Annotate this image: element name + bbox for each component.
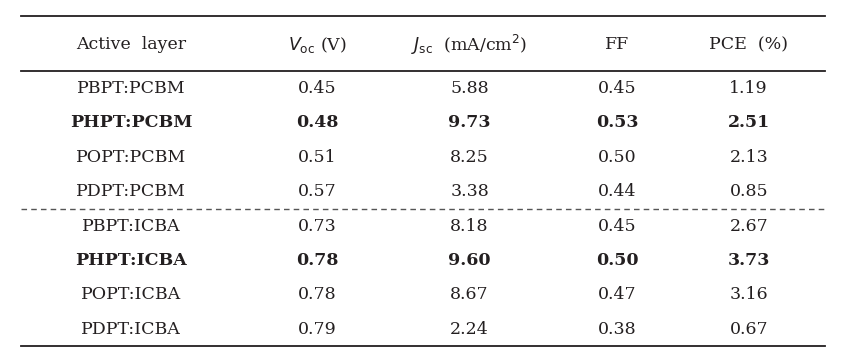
Text: 0.53: 0.53 (596, 115, 639, 131)
Text: 0.78: 0.78 (298, 286, 337, 303)
Text: 0.78: 0.78 (296, 252, 338, 269)
Text: 2.13: 2.13 (729, 149, 768, 166)
Text: 8.25: 8.25 (450, 149, 489, 166)
Text: 0.57: 0.57 (298, 183, 337, 200)
Text: 3.73: 3.73 (728, 252, 770, 269)
Text: 0.38: 0.38 (598, 321, 637, 338)
Text: 0.45: 0.45 (598, 80, 637, 97)
Text: POPT:ICBA: POPT:ICBA (81, 286, 181, 303)
Text: 2.24: 2.24 (450, 321, 489, 338)
Text: 0.73: 0.73 (298, 217, 337, 235)
Text: Active  layer: Active layer (76, 36, 186, 53)
Text: 0.50: 0.50 (598, 149, 637, 166)
Text: 3.16: 3.16 (729, 286, 768, 303)
Text: FF: FF (606, 36, 629, 53)
Text: 0.67: 0.67 (729, 321, 768, 338)
Text: 0.45: 0.45 (598, 217, 637, 235)
Text: PHPT:ICBA: PHPT:ICBA (75, 252, 187, 269)
Text: 8.67: 8.67 (450, 286, 489, 303)
Text: 1.19: 1.19 (729, 80, 768, 97)
Text: PDPT:ICBA: PDPT:ICBA (81, 321, 181, 338)
Text: $\it{J}_{\rm sc}$  (mA/cm$^2$): $\it{J}_{\rm sc}$ (mA/cm$^2$) (411, 32, 528, 57)
Text: 9.60: 9.60 (448, 252, 491, 269)
Text: POPT:PCBM: POPT:PCBM (76, 149, 186, 166)
Text: 0.47: 0.47 (598, 286, 637, 303)
Text: 9.73: 9.73 (448, 115, 491, 131)
Text: 0.51: 0.51 (298, 149, 337, 166)
Text: 0.44: 0.44 (598, 183, 637, 200)
Text: 0.79: 0.79 (298, 321, 337, 338)
Text: 8.18: 8.18 (450, 217, 489, 235)
Text: PDPT:PCBM: PDPT:PCBM (76, 183, 186, 200)
Text: 5.88: 5.88 (450, 80, 489, 97)
Text: 0.50: 0.50 (596, 252, 639, 269)
Text: PCE  (%): PCE (%) (709, 36, 788, 53)
Text: PHPT:PCBM: PHPT:PCBM (70, 115, 192, 131)
Text: 2.51: 2.51 (728, 115, 770, 131)
Text: PBPT:PCBM: PBPT:PCBM (77, 80, 185, 97)
Text: PBPT:ICBA: PBPT:ICBA (82, 217, 180, 235)
Text: 2.67: 2.67 (729, 217, 768, 235)
Text: 0.48: 0.48 (296, 115, 338, 131)
Text: 0.85: 0.85 (729, 183, 768, 200)
Text: $\it{V}_{\rm oc}$ (V): $\it{V}_{\rm oc}$ (V) (288, 35, 347, 55)
Text: 0.45: 0.45 (298, 80, 337, 97)
Text: 3.38: 3.38 (450, 183, 489, 200)
